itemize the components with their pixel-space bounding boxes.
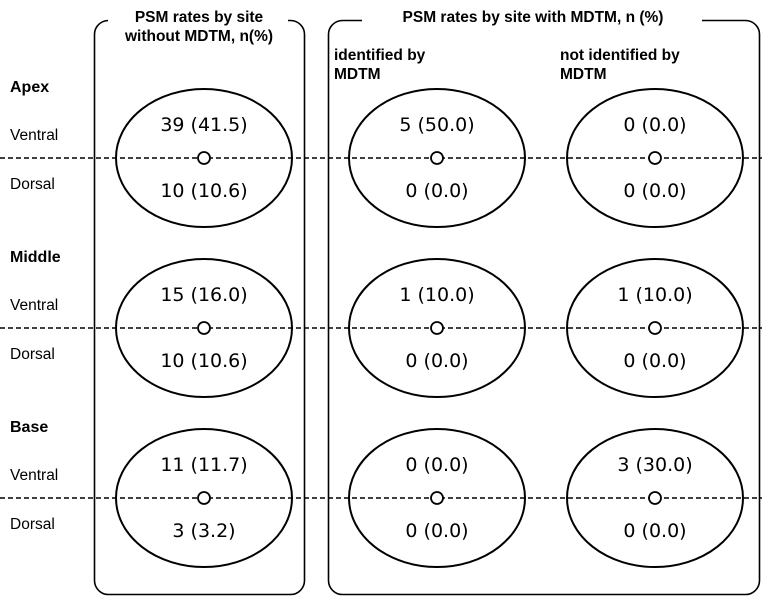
identified-label-line1: identified by [334, 47, 426, 64]
dorsal-label: Dorsal [10, 516, 55, 533]
site-rows: Apex Ventral Dorsal 39 (41.5) 10 (10.6) 5 (50… [0, 79, 762, 568]
dorsal-value: 0 (0.0) [405, 520, 468, 542]
ventral-value: 5 (50.0) [399, 114, 474, 136]
ventral-value: 3 (30.0) [617, 454, 692, 476]
urethra-marker [197, 491, 211, 505]
header-mask-with [362, 10, 702, 26]
site-label: Apex [10, 79, 49, 96]
ventral-label: Ventral [10, 127, 58, 144]
dorsal-value: 0 (0.0) [405, 180, 468, 202]
urethra-marker [430, 491, 444, 505]
site-group-middle: Middle Ventral Dorsal 15 (16.0) 10 (10.6) 1 (… [0, 249, 762, 398]
ventral-value: 15 (16.0) [160, 284, 247, 306]
dorsal-value: 0 (0.0) [405, 350, 468, 372]
dorsal-value: 3 (3.2) [172, 520, 235, 542]
site-group-apex: Apex Ventral Dorsal 39 (41.5) 10 (10.6) 5 (50… [0, 79, 762, 228]
urethra-marker [430, 321, 444, 335]
not-identified-label-line2: MDTM [560, 66, 607, 83]
dorsal-value: 10 (10.6) [160, 350, 247, 372]
ventral-value: 39 (41.5) [160, 114, 247, 136]
ventral-value: 0 (0.0) [405, 454, 468, 476]
header-mask-without [108, 10, 288, 26]
identified-label-line2: MDTM [334, 66, 381, 83]
site-label: Base [10, 419, 48, 436]
ventral-value: 1 (10.0) [399, 284, 474, 306]
dorsal-value: 10 (10.6) [160, 180, 247, 202]
urethra-marker [648, 321, 662, 335]
urethra-marker [648, 491, 662, 505]
panel-with-title: PSM rates by site with MDTM, n (%) [403, 9, 664, 26]
ventral-label: Ventral [10, 467, 58, 484]
urethra-marker [648, 151, 662, 165]
panel-without-title-line2: without MDTM, n(%) [124, 28, 273, 45]
ventral-value: 0 (0.0) [623, 114, 686, 136]
ventral-label: Ventral [10, 297, 58, 314]
site-label: Middle [10, 249, 61, 266]
dorsal-label: Dorsal [10, 346, 55, 363]
dorsal-value: 0 (0.0) [623, 350, 686, 372]
ventral-value: 1 (10.0) [617, 284, 692, 306]
urethra-marker [197, 151, 211, 165]
ventral-value: 11 (11.7) [160, 454, 247, 476]
dorsal-value: 0 (0.0) [623, 520, 686, 542]
panel-without-title-line1: PSM rates by site [135, 9, 264, 26]
not-identified-label-line1: not identified by [560, 47, 680, 64]
urethra-marker [430, 151, 444, 165]
site-group-base: Base Ventral Dorsal 11 (11.7) 3 (3.2) 0 (0.0)… [0, 419, 762, 568]
dorsal-value: 0 (0.0) [623, 180, 686, 202]
urethra-marker [197, 321, 211, 335]
dorsal-label: Dorsal [10, 176, 55, 193]
